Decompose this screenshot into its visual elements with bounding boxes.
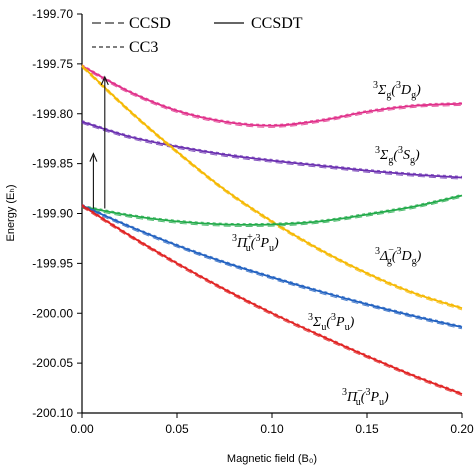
legend: CCSD CCSDT CC3 — [92, 15, 303, 56]
legend-ccsd-label: CCSD — [129, 15, 171, 32]
series-line-ccsd — [81, 196, 463, 227]
series-line-ccsd — [81, 206, 463, 330]
y-tick-label: -200.00 — [32, 306, 73, 320]
label-sigma-u-pu: 3Σu(3Pu) — [308, 312, 355, 333]
transition-arrow-head — [100, 75, 109, 86]
series-line-ccsdt — [81, 65, 463, 127]
tick-marks — [77, 13, 463, 418]
label-pi-u-plus: 3Π+ u(3Pu) — [232, 232, 279, 254]
legend-cc3-label: CC3 — [129, 39, 158, 56]
series-line-ccsdt — [81, 65, 463, 310]
label-sigma-g-sg: 3Σg(3Sg) — [375, 145, 420, 166]
series-4 — [81, 203, 463, 330]
axes — [81, 14, 462, 414]
series-line-cc3 — [81, 203, 463, 394]
series-line-ccsd — [81, 122, 463, 180]
series-line-ccsdt — [81, 120, 463, 179]
x-tick-label: 0.05 — [165, 422, 189, 436]
series-layer — [81, 64, 463, 397]
series-1 — [81, 120, 463, 180]
y-tick-label: -199.75 — [32, 57, 73, 71]
series-line-ccsdt — [81, 204, 463, 395]
series-line-ccsd — [81, 206, 463, 397]
y-tick-label: -199.80 — [32, 107, 73, 121]
label-pi-u-minus: 3Π− u(3Pu) — [342, 386, 389, 408]
tick-labels: -199.70 -199.75 -199.80 -199.85 -199.90 -199.… — [32, 7, 474, 436]
series-line-cc3 — [81, 64, 463, 126]
series-0 — [81, 64, 463, 128]
curve-labels: 3Σg(3Dg) 3Σg(3Sg) 3Π+ u(3Pu) 3Δ− g(3Dg) 3Σ… — [232, 80, 422, 408]
series-line-ccsdt — [81, 204, 463, 329]
series-2 — [81, 64, 463, 311]
series-line-cc3 — [81, 193, 463, 225]
x-tick-label: 0.00 — [70, 422, 94, 436]
series-line-ccsd — [81, 67, 463, 311]
series-3 — [81, 193, 463, 227]
series-line-cc3 — [81, 120, 463, 177]
x-tick-label: 0.20 — [450, 422, 474, 436]
y-tick-label: -200.10 — [32, 406, 73, 420]
y-tick-label: -199.70 — [32, 7, 73, 21]
series-5 — [81, 203, 463, 397]
series-line-cc3 — [81, 203, 463, 327]
y-tick-label: -199.95 — [32, 256, 73, 270]
x-axis-label: Magnetic field (B₀) — [227, 453, 317, 465]
x-tick-label: 0.10 — [260, 422, 284, 436]
series-line-ccsd — [81, 67, 463, 128]
x-tick-label: 0.15 — [355, 422, 379, 436]
legend-ccsdt-label: CCSDT — [251, 15, 303, 32]
y-tick-label: -200.05 — [32, 356, 73, 370]
label-delta-g-minus: 3Δ− g(3Dg) — [375, 245, 422, 267]
label-sigma-g-dg: 3Σg(3Dg) — [373, 80, 421, 101]
y-tick-label: -199.90 — [32, 207, 73, 221]
arrow-layer — [89, 75, 109, 209]
y-axis-label: Energy (Eₕ) — [5, 184, 17, 241]
y-tick-label: -199.85 — [32, 157, 73, 171]
series-line-cc3 — [81, 64, 463, 308]
transition-arrow-head — [89, 152, 98, 162]
series-line-ccsdt — [81, 194, 463, 226]
